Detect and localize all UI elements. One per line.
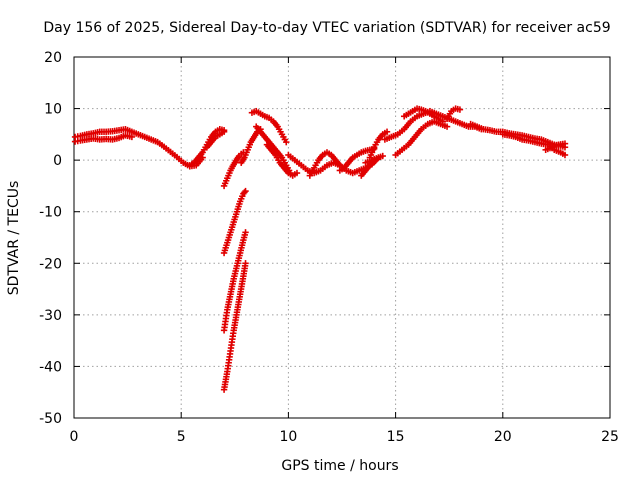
data-point-arc-t — [439, 118, 446, 125]
x-tick-label: 0 — [70, 429, 79, 445]
data-point-arc-k — [293, 169, 301, 177]
data-point-arc-o — [383, 128, 391, 135]
y-tick-label: 20 — [44, 50, 62, 66]
y-tick-label: 0 — [53, 153, 62, 169]
x-axis-ticks: 0 5 10 15 20 25 — [70, 57, 619, 445]
data-point-arc-w — [561, 151, 569, 159]
data-point-arc-i — [283, 138, 290, 146]
data-point-arc-c — [220, 128, 228, 135]
data-points — [71, 105, 569, 393]
x-tick-label: 10 — [279, 429, 297, 445]
data-point-arc-s — [443, 123, 451, 130]
grid-lines — [74, 57, 610, 418]
data-point-arc-q — [379, 152, 386, 160]
plot-frame — [73, 56, 611, 419]
y-tick-label: -40 — [39, 359, 62, 375]
x-axis-label: GPS time / hours — [281, 458, 398, 474]
data-point-arc-e — [242, 187, 249, 195]
y-tick-label: -50 — [39, 411, 62, 427]
y-axis-ticks: 20 10 0 -10 -20 -30 -40 -50 — [39, 50, 610, 427]
data-point-arc-u — [456, 106, 464, 113]
y-tick-label: -30 — [39, 308, 62, 324]
y-axis-label: SDTVAR / TECUs — [6, 181, 22, 296]
data-point-arc-g — [242, 260, 249, 267]
y-tick-label: -10 — [39, 205, 62, 221]
data-point-arc-a2 — [128, 133, 136, 141]
chart-title: Day 156 of 2025, Sidereal Day-to-day VTE… — [43, 20, 610, 36]
x-tick-label: 20 — [494, 429, 512, 445]
data-point-arc-f — [242, 229, 249, 236]
y-tick-label: -20 — [39, 256, 62, 272]
data-point-arc-e — [241, 189, 248, 196]
x-tick-label: 15 — [387, 429, 405, 445]
y-tick-label: 10 — [44, 102, 62, 118]
x-tick-label: 25 — [601, 429, 619, 445]
x-tick-label: 5 — [177, 429, 186, 445]
data-point-arc-x — [561, 140, 569, 147]
